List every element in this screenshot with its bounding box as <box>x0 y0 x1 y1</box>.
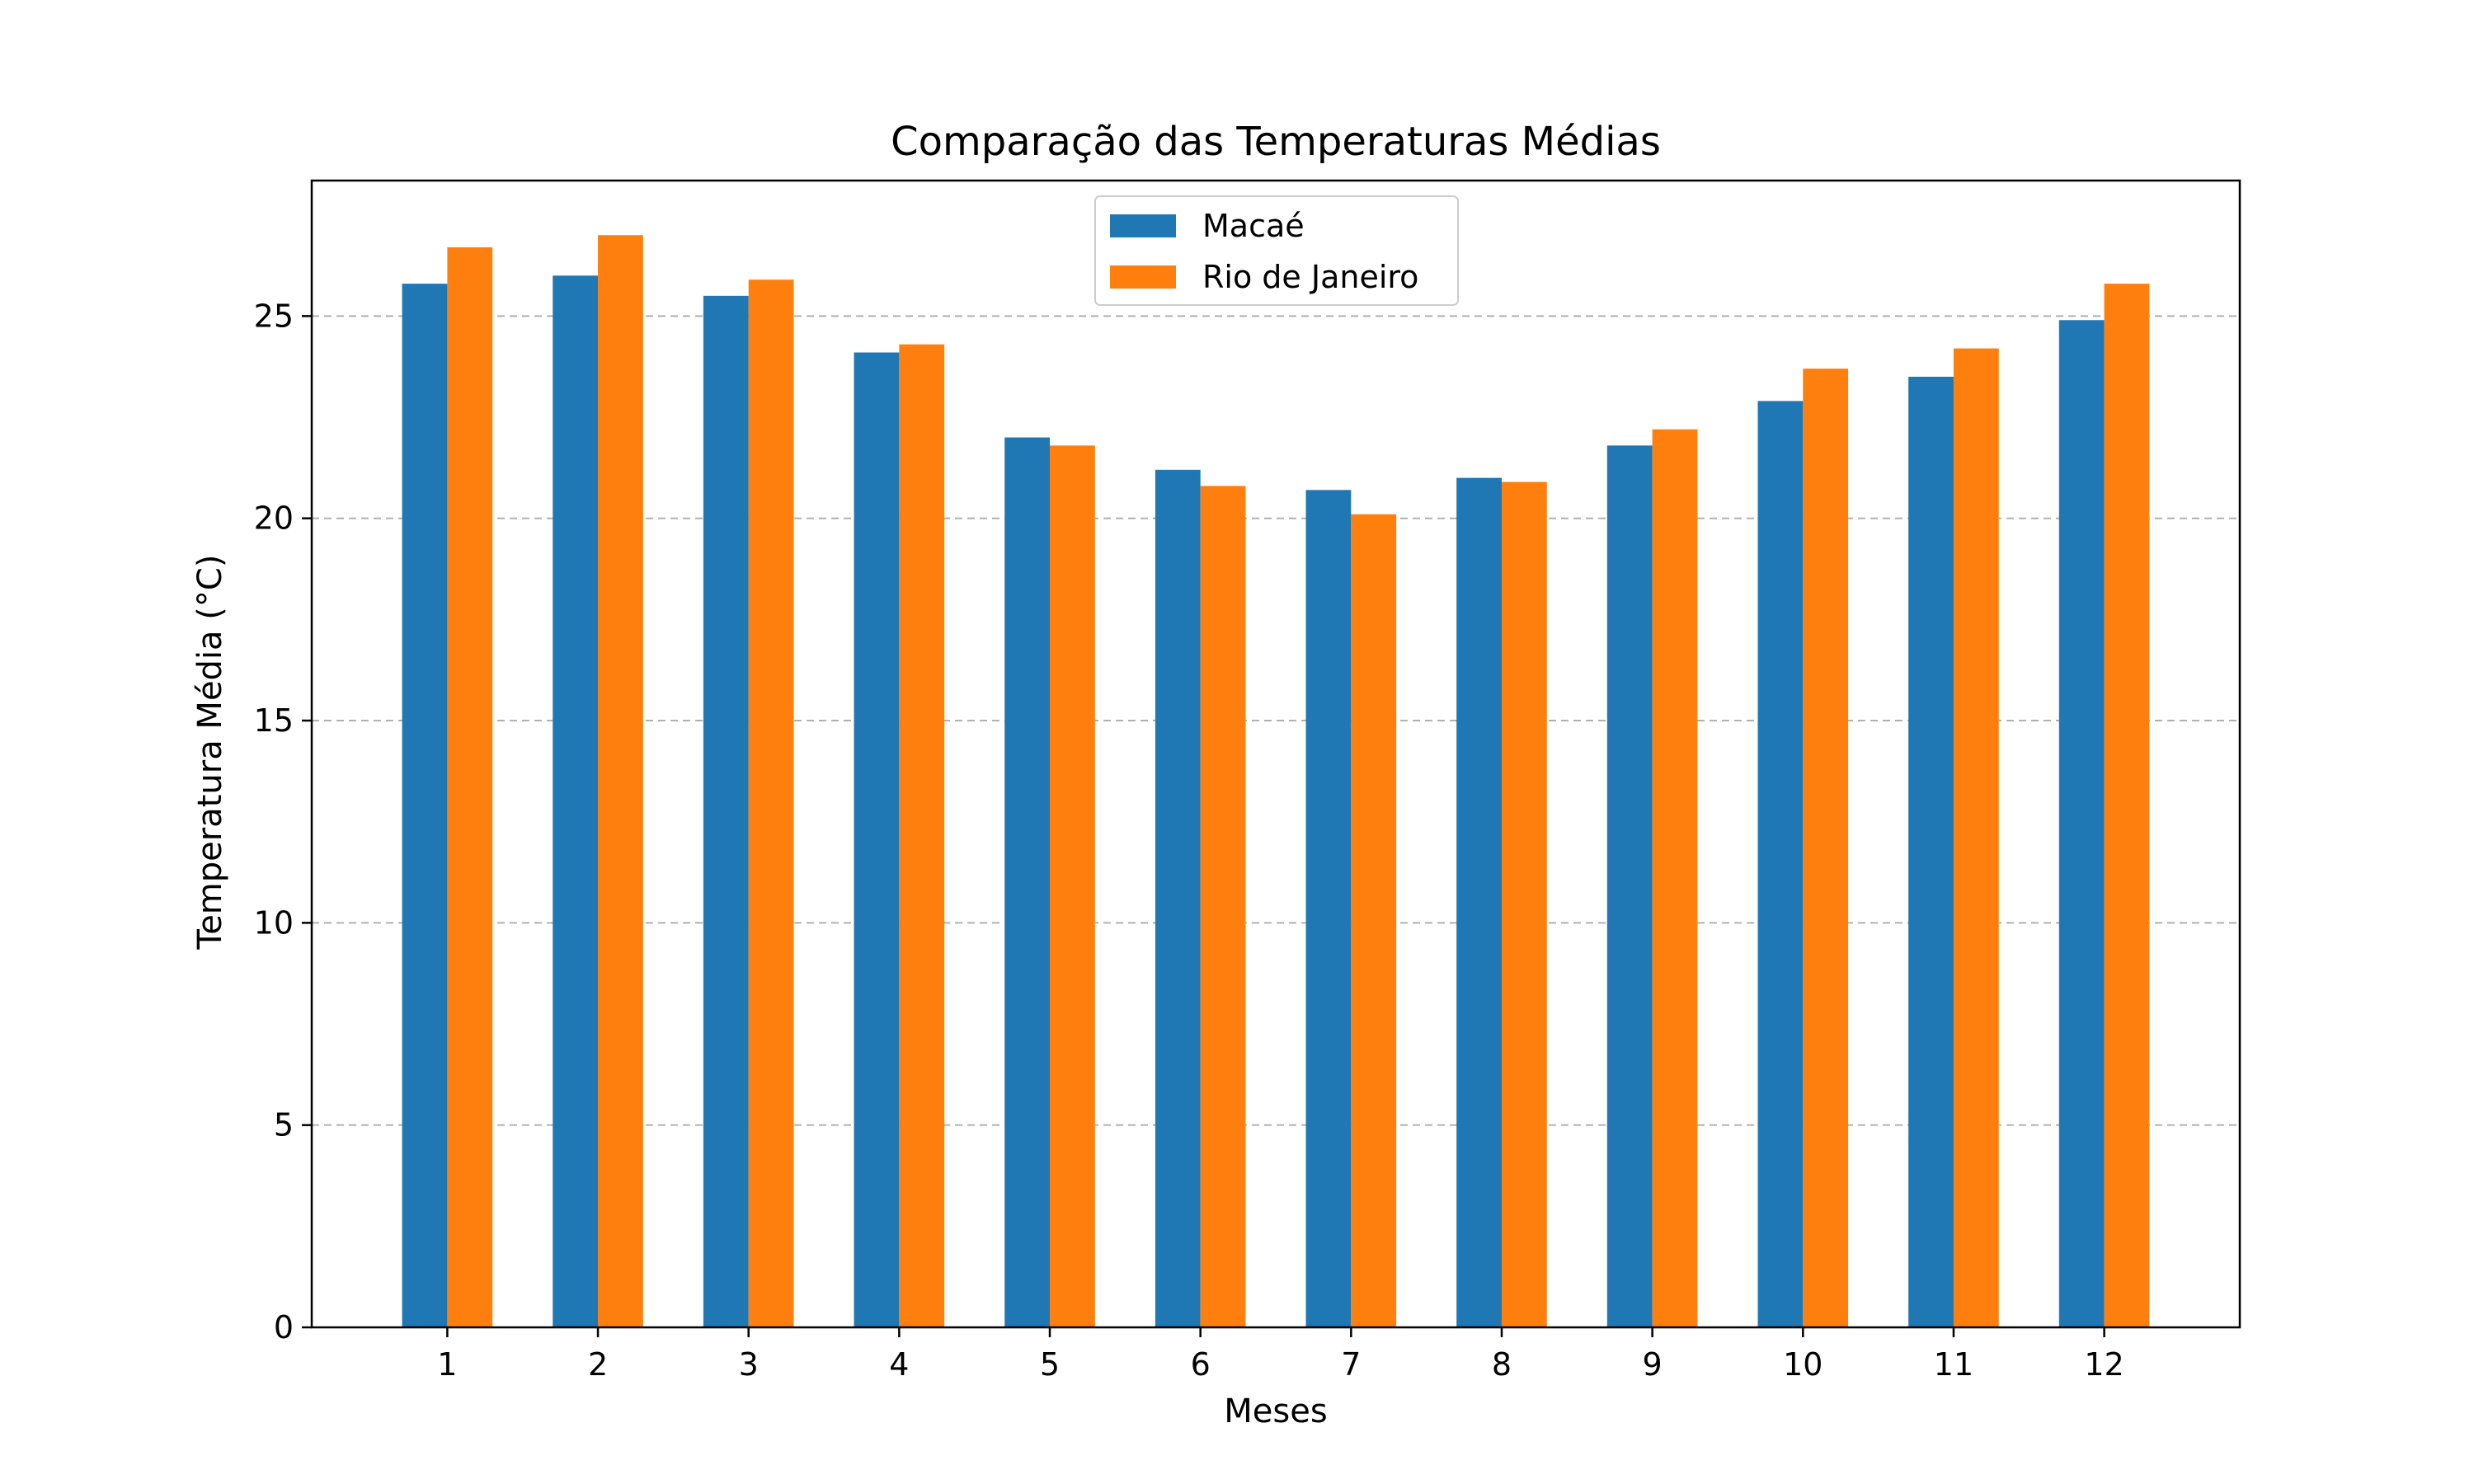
x-tick-label-8: 8 <box>1492 1346 1512 1383</box>
y-tick-label-10: 10 <box>254 904 294 941</box>
bar-macae-11 <box>1908 376 1954 1327</box>
bar-macae-6 <box>1155 469 1201 1327</box>
x-tick-label-1: 1 <box>437 1346 457 1383</box>
bar-macae-12 <box>2058 320 2105 1327</box>
x-tick-label-10: 10 <box>1783 1346 1823 1383</box>
bar-rio-8 <box>1501 481 1547 1327</box>
bar-macae-7 <box>1305 490 1352 1327</box>
bar-macae-5 <box>1004 437 1051 1327</box>
x-tick-label-11: 11 <box>1934 1346 1973 1383</box>
bar-rio-10 <box>1803 369 1849 1327</box>
legend-swatch-macae <box>1110 214 1176 237</box>
bar-rio-6 <box>1200 486 1246 1327</box>
legend-box <box>1094 195 1459 306</box>
bar-rio-1 <box>447 247 493 1328</box>
x-tick-label-4: 4 <box>889 1346 909 1383</box>
bar-macae-9 <box>1606 445 1653 1327</box>
bar-rio-11 <box>1953 348 1999 1327</box>
bar-rio-2 <box>598 235 643 1328</box>
bar-rio-9 <box>1652 429 1698 1327</box>
y-tick-label-0: 0 <box>274 1309 294 1345</box>
bar-macae-2 <box>553 275 599 1327</box>
y-tick-label-5: 5 <box>274 1107 294 1144</box>
legend: Macaé Rio de Janeiro <box>1094 195 1459 306</box>
bar-macae-4 <box>854 352 900 1327</box>
plot-frame <box>310 179 2241 1329</box>
x-tick-label-6: 6 <box>1191 1346 1211 1383</box>
bar-macae-10 <box>1757 401 1804 1327</box>
bar-macae-8 <box>1456 477 1502 1327</box>
bar-macae-1 <box>402 284 448 1327</box>
legend-label-rio: Rio de Janeiro <box>1202 259 1418 295</box>
x-tick-label-9: 9 <box>1643 1346 1663 1383</box>
bar-macae-3 <box>703 295 749 1328</box>
x-tick-label-2: 2 <box>588 1346 608 1383</box>
y-tick-label-25: 25 <box>254 298 294 334</box>
x-tick-label-5: 5 <box>1040 1346 1060 1383</box>
x-tick-label-7: 7 <box>1341 1346 1361 1383</box>
legend-swatch-rio <box>1110 265 1176 289</box>
y-tick-label-20: 20 <box>254 500 294 537</box>
legend-label-macae: Macaé <box>1202 208 1305 244</box>
x-axis-label: Meses <box>1224 1392 1327 1430</box>
y-tick-label-15: 15 <box>254 702 294 739</box>
y-axis-label: Temperatura Média (°C) <box>191 555 229 951</box>
bar-rio-12 <box>2104 284 2150 1327</box>
bar-rio-4 <box>899 344 945 1327</box>
bar-rio-5 <box>1050 445 1095 1327</box>
x-tick-label-12: 12 <box>2084 1346 2124 1383</box>
bar-rio-7 <box>1351 514 1397 1327</box>
bar-rio-3 <box>748 279 794 1328</box>
bars <box>402 235 2150 1328</box>
chart-title: Comparação das Temperaturas Médias <box>891 119 1661 165</box>
x-tick-label-3: 3 <box>739 1346 759 1383</box>
